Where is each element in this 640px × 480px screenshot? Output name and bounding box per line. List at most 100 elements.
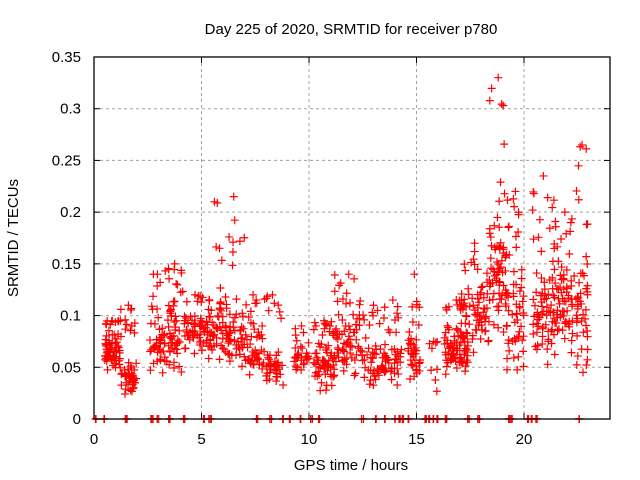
- data-point: [364, 344, 373, 353]
- data-point: [514, 227, 523, 236]
- data-point: [387, 364, 396, 373]
- data-point: [408, 318, 417, 327]
- data-point: [241, 330, 250, 339]
- data-point: [146, 347, 155, 356]
- data-point: [153, 357, 162, 366]
- data-point: [518, 297, 527, 306]
- data-point: [124, 301, 133, 310]
- data-point: [303, 353, 312, 362]
- data-point: [326, 322, 335, 331]
- data-point: [538, 302, 547, 311]
- data-point: [108, 316, 117, 325]
- data-point: [310, 318, 319, 327]
- data-point: [361, 334, 370, 343]
- data-point: [461, 344, 470, 353]
- data-point: [292, 365, 301, 374]
- data-point: [475, 298, 484, 307]
- data-point: [196, 314, 205, 323]
- data-point: [567, 214, 576, 223]
- data-point: [457, 289, 466, 298]
- data-point: [342, 299, 351, 308]
- data-point: [532, 328, 541, 337]
- data-point: [504, 293, 513, 302]
- data-point: [242, 300, 251, 309]
- data-point: [112, 338, 121, 347]
- data-point: [103, 347, 112, 356]
- data-point: [582, 321, 591, 330]
- data-point: [530, 301, 539, 310]
- data-point: [464, 284, 473, 293]
- data-point: [408, 302, 417, 311]
- data-point: [492, 258, 501, 267]
- data-point: [543, 360, 552, 369]
- data-point: [429, 337, 438, 346]
- data-point: [566, 227, 575, 236]
- data-point: [385, 328, 394, 337]
- data-point: [310, 359, 319, 368]
- data-point: [165, 333, 174, 342]
- data-point: [375, 319, 384, 328]
- data-point: [329, 371, 338, 380]
- data-point: [226, 337, 235, 346]
- data-point: [489, 265, 498, 274]
- data-point: [184, 318, 193, 327]
- data-point: [393, 380, 402, 389]
- data-point: [391, 355, 400, 364]
- data-point: [320, 324, 329, 333]
- data-point: [272, 369, 281, 378]
- data-point: [115, 354, 124, 363]
- data-point: [102, 331, 111, 340]
- data-point: [460, 346, 469, 355]
- data-point: [210, 197, 219, 206]
- data-point: [549, 196, 558, 205]
- data-point: [239, 324, 248, 333]
- data-point: [537, 274, 546, 283]
- data-point: [548, 203, 557, 212]
- data-point: [496, 178, 505, 187]
- data-point: [583, 220, 592, 229]
- data-point: [132, 359, 141, 368]
- data-point: [441, 328, 450, 337]
- data-point: [544, 337, 553, 346]
- data-point: [252, 296, 261, 305]
- data-point: [565, 249, 574, 258]
- data-point: [396, 352, 405, 361]
- data-point: [164, 301, 173, 310]
- data-point: [291, 331, 300, 340]
- data-point: [387, 375, 396, 384]
- data-point: [572, 318, 581, 327]
- data-point: [130, 366, 139, 375]
- data-point: [318, 330, 327, 339]
- data-point: [529, 330, 538, 339]
- data-point: [448, 341, 457, 350]
- data-point: [488, 295, 497, 304]
- data-point: [344, 270, 353, 279]
- data-point: [485, 296, 494, 305]
- data-point: [165, 274, 174, 283]
- data-point: [567, 348, 576, 357]
- y-tick-label: 0: [73, 411, 81, 428]
- data-point: [247, 332, 256, 341]
- data-point: [121, 325, 130, 334]
- data-point: [186, 312, 195, 321]
- data-point: [173, 280, 182, 289]
- data-point: [342, 353, 351, 362]
- data-point: [529, 235, 538, 244]
- data-point: [482, 269, 491, 278]
- data-point: [342, 340, 351, 349]
- data-point: [561, 317, 570, 326]
- data-point: [333, 297, 342, 306]
- data-point: [352, 350, 361, 359]
- data-point: [573, 331, 582, 340]
- data-point: [170, 317, 179, 326]
- data-point: [184, 331, 193, 340]
- data-point: [551, 279, 560, 288]
- data-point: [322, 381, 331, 390]
- data-point: [515, 287, 524, 296]
- data-point: [551, 318, 560, 327]
- data-point: [164, 264, 173, 273]
- data-point: [221, 293, 230, 302]
- data-point: [171, 312, 180, 321]
- data-point: [191, 330, 200, 339]
- data-point: [495, 223, 504, 232]
